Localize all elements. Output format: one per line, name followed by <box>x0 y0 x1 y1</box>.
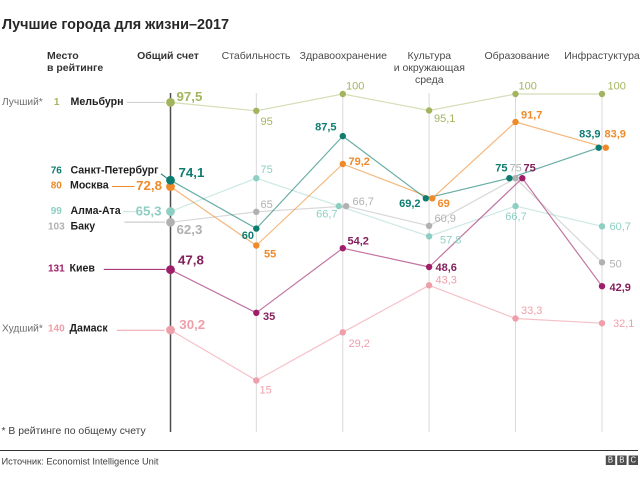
svg-text:57,8: 57,8 <box>440 235 461 247</box>
svg-text:32,1: 32,1 <box>613 318 634 330</box>
svg-text:75: 75 <box>524 163 536 175</box>
svg-text:Баку: Баку <box>71 221 96 233</box>
svg-text:30,2: 30,2 <box>179 317 205 332</box>
svg-text:80: 80 <box>51 181 63 192</box>
svg-text:100: 100 <box>519 81 537 93</box>
svg-text:Здравоохранение: Здравоохранение <box>300 50 387 62</box>
svg-text:97,5: 97,5 <box>177 89 203 104</box>
svg-text:65,3: 65,3 <box>136 204 162 219</box>
svg-text:75: 75 <box>510 163 522 175</box>
svg-text:66,7: 66,7 <box>505 211 526 223</box>
svg-text:15: 15 <box>260 385 272 397</box>
svg-text:69: 69 <box>438 198 450 210</box>
svg-text:99: 99 <box>51 206 63 217</box>
svg-text:Стабильность: Стабильность <box>222 50 291 62</box>
svg-text:100: 100 <box>608 81 626 93</box>
svg-text:среда: среда <box>415 74 444 86</box>
svg-text:35: 35 <box>263 311 275 323</box>
svg-text:50: 50 <box>610 259 622 271</box>
svg-text:29,2: 29,2 <box>349 338 370 350</box>
svg-text:103: 103 <box>48 221 65 232</box>
svg-text:62,3: 62,3 <box>177 222 203 237</box>
svg-text:87,5: 87,5 <box>315 122 336 134</box>
svg-text:Общий счет: Общий счет <box>137 50 199 62</box>
svg-text:Образование: Образование <box>484 50 549 62</box>
svg-text:66,7: 66,7 <box>353 196 374 208</box>
svg-text:Алма-Ата: Алма-Ата <box>71 205 121 217</box>
svg-text:60: 60 <box>242 230 254 242</box>
svg-text:Санкт-Петербург: Санкт-Петербург <box>71 165 160 177</box>
svg-text:65: 65 <box>261 199 273 211</box>
svg-text:95: 95 <box>261 116 273 128</box>
svg-text:54,2: 54,2 <box>348 236 369 248</box>
svg-text:55: 55 <box>264 249 276 261</box>
svg-text:69,2: 69,2 <box>399 198 420 210</box>
svg-text:75: 75 <box>261 164 273 176</box>
svg-text:и окружающая: и окружающая <box>394 62 465 74</box>
svg-text:131: 131 <box>48 264 65 275</box>
svg-text:B: B <box>619 456 624 465</box>
svg-text:1: 1 <box>54 97 60 108</box>
svg-text:60,7: 60,7 <box>610 221 631 233</box>
svg-text:* В рейтинге по общему счету: * В рейтинге по общему счету <box>2 425 147 437</box>
svg-text:Мельбурн: Мельбурн <box>71 96 124 108</box>
svg-text:66,7: 66,7 <box>316 209 337 221</box>
svg-text:48,6: 48,6 <box>436 262 457 274</box>
svg-text:140: 140 <box>48 324 65 335</box>
svg-text:83,9: 83,9 <box>605 129 626 141</box>
svg-text:100: 100 <box>346 81 364 93</box>
svg-text:74,1: 74,1 <box>179 165 205 180</box>
svg-text:Инфрастуктура: Инфрастуктура <box>564 50 640 62</box>
svg-text:Лучшие города для жизни–2017: Лучшие города для жизни–2017 <box>2 17 229 33</box>
svg-text:95,1: 95,1 <box>434 113 455 125</box>
svg-text:47,8: 47,8 <box>178 253 204 268</box>
svg-text:72,8: 72,8 <box>136 178 162 193</box>
svg-text:76: 76 <box>51 166 63 177</box>
svg-text:75: 75 <box>495 163 507 175</box>
svg-text:43,3: 43,3 <box>436 275 457 287</box>
svg-text:C: C <box>630 456 636 465</box>
svg-text:Лучший*: Лучший* <box>2 97 43 108</box>
svg-text:83,9: 83,9 <box>579 129 600 141</box>
svg-text:Культура: Культура <box>407 50 451 62</box>
svg-text:Худший*: Худший* <box>2 324 43 335</box>
svg-text:Место: Место <box>47 50 79 62</box>
svg-text:B: B <box>608 456 613 465</box>
svg-text:42,9: 42,9 <box>610 282 631 294</box>
svg-text:91,7: 91,7 <box>521 110 542 122</box>
svg-text:Киев: Киев <box>70 263 96 275</box>
svg-text:60,9: 60,9 <box>435 213 456 225</box>
svg-text:33,3: 33,3 <box>521 305 542 317</box>
svg-text:Источник: Economist Intelligen: Источник: Economist Intelligence Unit <box>2 457 159 467</box>
svg-text:в рейтинге: в рейтинге <box>47 62 103 74</box>
svg-text:79,2: 79,2 <box>349 156 370 168</box>
svg-text:Москва: Москва <box>70 180 109 192</box>
svg-text:Дамаск: Дамаск <box>70 323 109 335</box>
